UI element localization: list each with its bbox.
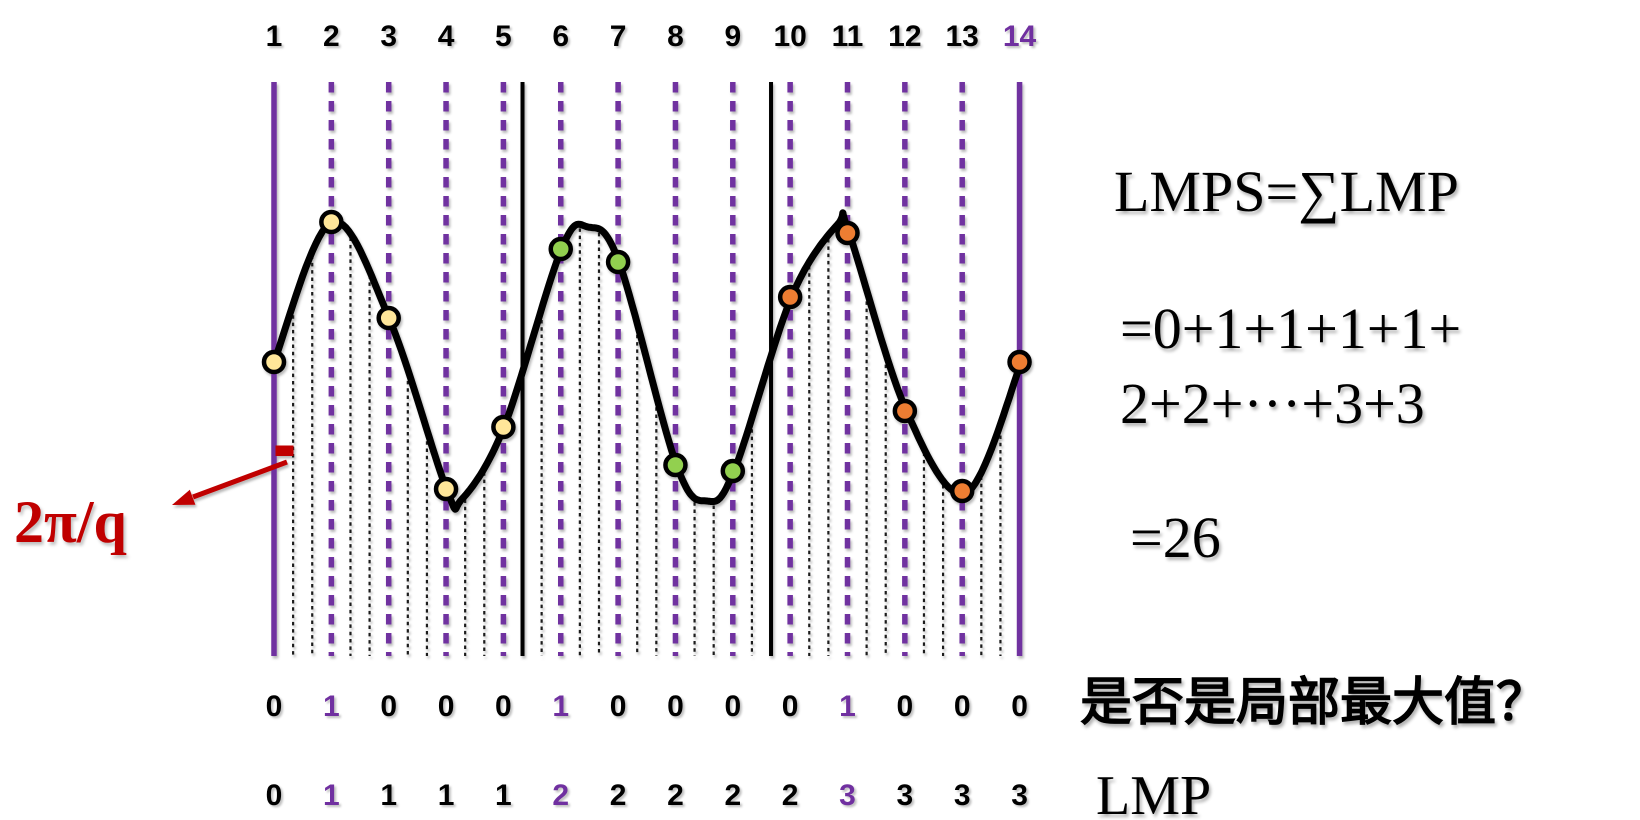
lmp-value-13: 3 bbox=[953, 779, 971, 812]
sample-dot-2 bbox=[319, 209, 344, 235]
lmp-value-6: 2 bbox=[552, 779, 570, 812]
lmp-value-3: 1 bbox=[380, 779, 398, 812]
sample-index-label-12: 12 bbox=[888, 20, 922, 53]
sample-index-label-9: 9 bbox=[724, 20, 742, 53]
local-max-question: 是否是局部最大值？ bbox=[1080, 674, 1549, 732]
flag-value-13: 0 bbox=[953, 690, 971, 723]
sample-dot-7 bbox=[605, 249, 631, 275]
lmp-value-10: 2 bbox=[781, 779, 799, 812]
flag-value-12: 0 bbox=[896, 690, 914, 723]
grid-lines bbox=[271, 82, 1023, 656]
sample-dot-4 bbox=[433, 476, 459, 502]
lmp-value-1: 0 bbox=[265, 779, 283, 812]
flag-value-2: 1 bbox=[323, 690, 340, 723]
sample-dot-9 bbox=[720, 458, 746, 484]
diagram-root bbox=[172, 82, 1032, 656]
sampling-interval-label: 2π/q bbox=[14, 489, 127, 555]
sample-index-label-14: 14 bbox=[1002, 20, 1037, 53]
formula-sum-line1: =0+1+1+1+1+ bbox=[1120, 296, 1462, 361]
flag-value-11: 1 bbox=[839, 690, 856, 723]
lmp-value-12: 3 bbox=[896, 779, 914, 812]
sample-index-label-11: 11 bbox=[831, 20, 864, 53]
sample-dot-8 bbox=[663, 452, 688, 478]
sample-dot-3 bbox=[376, 305, 401, 331]
lmp-value-7: 2 bbox=[609, 779, 627, 812]
sample-dot-1 bbox=[261, 349, 287, 375]
sample-dot-13 bbox=[949, 478, 975, 504]
lmp-value-8: 2 bbox=[667, 779, 684, 812]
wave-curve bbox=[270, 209, 1025, 513]
sample-index-label-5: 5 bbox=[495, 20, 512, 53]
lmp-count-row: 0 1 1 1 1 2 2 2 2 2 3 3 3 3 bbox=[0, 779, 1120, 815]
lmp-value-11: 3 bbox=[839, 779, 856, 812]
flag-value-8: 0 bbox=[667, 690, 684, 723]
sample-index-label-8: 8 bbox=[667, 20, 684, 53]
sample-dot-6 bbox=[548, 236, 573, 262]
sample-index-label-3: 3 bbox=[380, 20, 398, 53]
lmp-caption: LMP bbox=[1096, 765, 1212, 820]
sample-index-row: 1 2 3 4 5 6 7 8 9 10 11 12 13 14 bbox=[0, 20, 1120, 56]
sample-dot-14 bbox=[1007, 349, 1032, 375]
flag-value-10: 0 bbox=[781, 690, 799, 723]
flag-value-7: 0 bbox=[609, 690, 627, 723]
interval-annotation bbox=[172, 445, 294, 505]
sample-index-label-6: 6 bbox=[552, 20, 570, 53]
lmp-value-2: 1 bbox=[323, 779, 340, 812]
sample-dot-11 bbox=[835, 220, 860, 246]
formula-lmps: LMPS=∑LMP bbox=[1114, 159, 1459, 224]
sample-index-label-13: 13 bbox=[945, 20, 979, 53]
sample-dot-12 bbox=[892, 398, 918, 424]
sample-index-label-2: 2 bbox=[323, 20, 340, 53]
lmp-value-5: 1 bbox=[495, 779, 512, 812]
sample-index-label-4: 4 bbox=[437, 20, 455, 53]
sample-index-label-10: 10 bbox=[773, 20, 807, 53]
flag-value-3: 0 bbox=[380, 690, 398, 723]
sample-dots bbox=[261, 209, 1032, 504]
sample-dot-5 bbox=[491, 414, 516, 440]
formula-sum-line2: 2+2+···+3+3 bbox=[1120, 371, 1425, 436]
lmp-value-14: 3 bbox=[1011, 779, 1028, 812]
flag-value-4: 0 bbox=[437, 690, 455, 723]
sample-dot-10 bbox=[777, 284, 803, 310]
local-max-flag-row: 0 1 0 0 0 1 0 0 0 0 1 0 0 0 bbox=[0, 690, 1120, 726]
interval-marker bbox=[275, 445, 294, 456]
sample-index-label-1: 1 bbox=[265, 20, 283, 53]
interval-arrow-head bbox=[172, 489, 196, 505]
flag-value-1: 0 bbox=[265, 690, 283, 723]
sample-index-label-7: 7 bbox=[609, 20, 627, 53]
lmp-value-9: 2 bbox=[724, 779, 742, 812]
flag-value-5: 0 bbox=[495, 690, 512, 723]
formula-result: =26 bbox=[1130, 505, 1221, 570]
interval-arrow-shaft bbox=[192, 459, 288, 500]
flag-value-9: 0 bbox=[724, 690, 742, 723]
flag-value-6: 1 bbox=[552, 690, 570, 723]
lmp-value-4: 1 bbox=[437, 779, 455, 812]
flag-value-14: 0 bbox=[1011, 690, 1028, 723]
